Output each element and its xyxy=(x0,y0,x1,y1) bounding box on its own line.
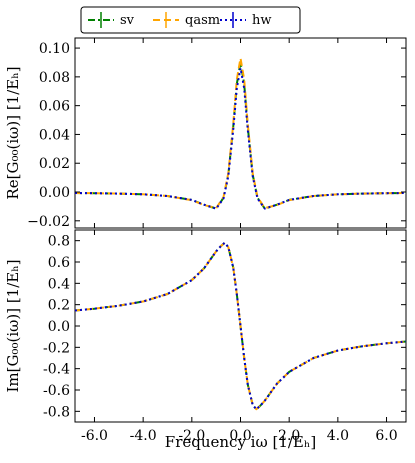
xtick-label: 0.0 xyxy=(229,428,251,444)
ytick-label: 0.02 xyxy=(39,156,70,172)
legend-entry-hw: hw xyxy=(220,12,272,28)
legend-entry-qasm: qasm xyxy=(153,12,220,28)
ytick-label: 0.0 xyxy=(48,319,70,335)
ytick-label: 0.04 xyxy=(39,127,70,143)
xtick-label: 2.0 xyxy=(278,428,300,444)
ytick-label: 0.4 xyxy=(48,276,70,292)
xtick-label: 4.0 xyxy=(327,428,349,444)
legend-entry-sv: sv xyxy=(88,12,135,28)
series-line-qasm xyxy=(74,241,407,411)
bottom-xticks: -6.0 -4.0 -2.0 0.0 2.0 4.0 6.0 xyxy=(81,230,398,444)
legend-label: hw xyxy=(252,13,272,28)
bottom-series-area xyxy=(74,241,407,411)
xtick-label: -2.0 xyxy=(178,428,205,444)
ytick-label: 0.08 xyxy=(39,70,70,86)
bottom-ylabel: Im[G₀₀(iω)] [1/Eₕ] xyxy=(4,259,22,392)
series-line-sv xyxy=(74,61,407,210)
ytick-label: −0.02 xyxy=(27,214,70,230)
xtick-label: 6.0 xyxy=(375,428,397,444)
ytick-label: -0.4 xyxy=(43,362,70,378)
legend: sv qasm hw xyxy=(80,6,301,34)
ytick-label: 0.6 xyxy=(48,255,70,271)
ytick-label: -0.2 xyxy=(43,340,70,356)
ytick-label: -0.8 xyxy=(43,404,70,420)
top-yticks: −0.02 0.00 0.02 0.04 0.06 0.08 0.10 xyxy=(27,41,406,230)
series-line-hw xyxy=(74,241,407,411)
x-axis-label: Frequency iω [1/Eₕ] xyxy=(165,433,316,451)
legend-box xyxy=(80,6,301,34)
ytick-label: 0.8 xyxy=(48,234,70,250)
series-line-hw xyxy=(74,67,407,210)
ytick-label: 0.06 xyxy=(39,99,70,115)
top-gridless-area xyxy=(74,57,407,210)
ytick-label: 0.10 xyxy=(39,41,70,57)
top-panel: −0.02 0.00 0.02 0.04 0.06 0.08 0.10 Re[G₀₀(iω)… xyxy=(4,37,407,230)
bottom-panel: -0.8 -0.6 -0.4 -0.2 0.0 0.2 0.4 0.6 0.8 -6.0 -4.0… xyxy=(4,229,407,451)
top-ylabel: Re[G₀₀(iω)] [1/Eₕ] xyxy=(4,66,22,199)
series-line-qasm xyxy=(74,57,407,210)
legend-label: sv xyxy=(120,13,135,28)
ytick-label: -0.6 xyxy=(43,383,70,399)
xtick-label: -4.0 xyxy=(130,428,157,444)
bottom-yticks: -0.8 -0.6 -0.4 -0.2 0.0 0.2 0.4 0.6 0.8 xyxy=(43,234,406,420)
xtick-label: -6.0 xyxy=(81,428,108,444)
top-xticks xyxy=(93,38,388,228)
ytick-label: 0.2 xyxy=(48,298,70,314)
legend-label: qasm xyxy=(185,13,220,28)
ytick-label: 0.00 xyxy=(39,185,70,201)
